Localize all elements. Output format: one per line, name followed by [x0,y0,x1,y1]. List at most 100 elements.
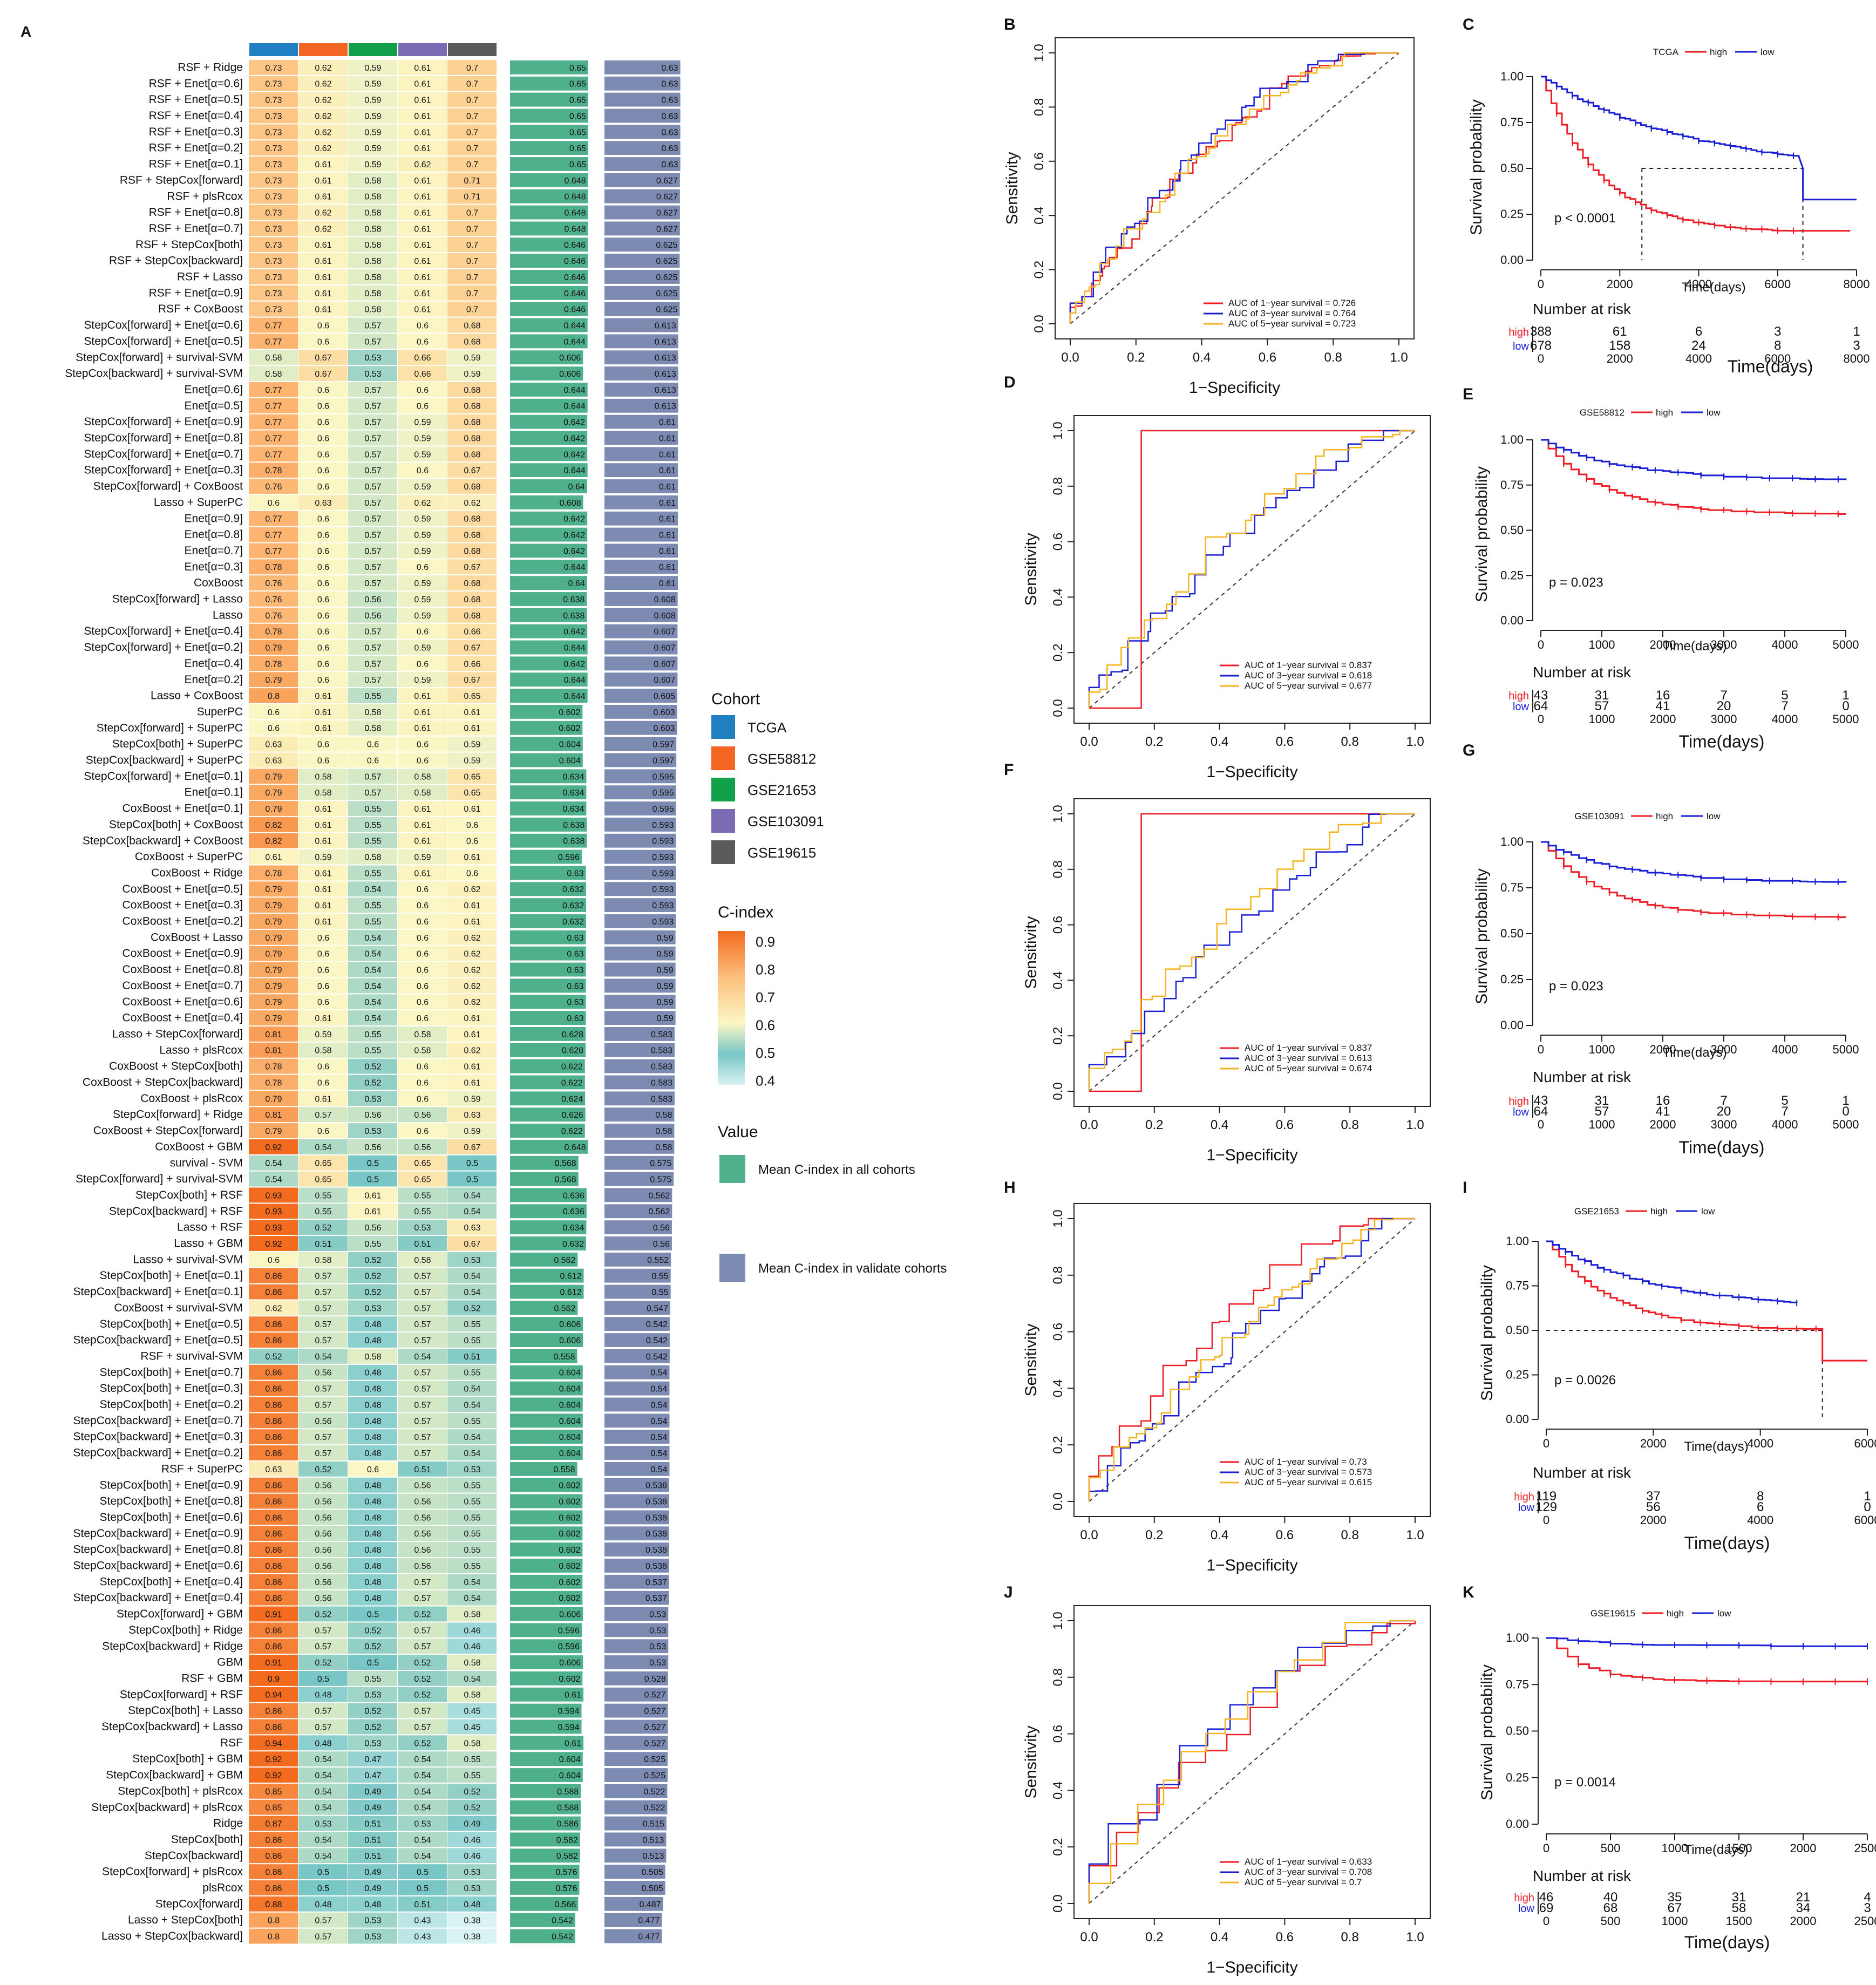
km-risk-high-value: 31 [1595,1093,1609,1108]
heatmap-cell-value: 0.62 [315,80,331,89]
heatmap-cell-value: 0.54 [464,1433,480,1442]
heatmap-cell [348,1220,397,1235]
bar-mean-all-value: 0.644 [564,466,586,475]
roc-legend-label: AUC of 3−year survival = 0.764 [1228,308,1356,318]
km-x-tick-label: 8000 [1844,277,1870,291]
bar-mean-all [510,946,586,961]
heatmap-cell-value: 0.68 [464,595,480,604]
km-risk-high-label: high [1508,327,1529,338]
bar-mean-validate-value: 0.61 [659,466,676,475]
heatmap-cell [398,1510,447,1525]
roc-xlabel: 1−Specificity [1206,1959,1297,1976]
bar-mean-all-value: 0.646 [564,305,586,315]
heatmap-cell [447,1751,497,1767]
bar-mean-validate [604,189,680,203]
model-label: StepCox[both] + GBM [132,1753,243,1765]
heatmap-cell [348,898,397,913]
x-tick-label: 1.0 [1390,350,1408,365]
bar-mean-validate [604,1896,663,1911]
roc-legend-label: AUC of 3−year survival = 0.618 [1245,670,1372,681]
heatmap-cell [348,752,397,768]
bar-mean-all-value: 0.606 [559,370,581,379]
heatmap-cell [348,849,397,865]
heatmap-cell [348,285,397,301]
bar-mean-all [510,479,587,493]
heatmap-cell [447,1493,497,1509]
model-label: RSF + Lasso [177,271,243,283]
x-tick-label: 0.8 [1341,1930,1359,1945]
heatmap-cell [249,1928,298,1944]
y-tick-label: 0.0 [1051,699,1065,717]
heatmap-cell [249,720,298,736]
bar-mean-all [510,801,587,815]
km-risk-high-value: 16 [1656,1093,1670,1108]
heatmap-cell [249,140,298,156]
model-label: StepCox[backward] + plsRcox [91,1801,243,1813]
heatmap-cell [249,656,298,671]
heatmap-cell [298,1510,348,1525]
heatmap-cell [249,463,298,478]
heatmap-cell [348,736,397,752]
bar-mean-all-value: 0.604 [559,756,581,765]
km-risk-low-value: 57 [1595,699,1609,713]
heatmap-cell [249,688,298,703]
bar-mean-validate [604,1526,670,1541]
heatmap-cell [447,1252,497,1267]
heatmap-cell [348,1477,397,1493]
heatmap-cell-value: 0.68 [464,418,480,427]
heatmap-cell-value: 0.57 [315,1304,331,1313]
heatmap-cell [447,1204,497,1219]
heatmap-cell [447,253,497,269]
model-label: Lasso + GBM [174,1238,243,1250]
heatmap-cell-value: 0.86 [265,1481,282,1491]
heatmap-cell-value: 0.65 [414,1159,431,1168]
heatmap-cell-value: 0.57 [414,1417,431,1426]
km-y-tick-label: 0.00 [1506,1817,1529,1831]
heatmap-cell [348,350,397,365]
bar-mean-all [510,1333,583,1347]
bar-mean-validate-value: 0.513 [642,1836,664,1845]
bar-mean-all-value: 0.63 [567,998,583,1007]
bar-mean-all-value: 0.628 [562,1046,583,1056]
bar-mean-all [510,898,586,913]
bar-mean-all-value: 0.642 [563,660,585,669]
bar-mean-all [510,1590,583,1605]
heatmap-cell-value: 0.81 [265,1046,282,1056]
km-risk-x-tick-label: 2000 [1607,352,1633,365]
bar-mean-all-value: 0.602 [559,1498,580,1507]
heatmap-cell-value: 0.86 [265,1513,282,1522]
bar-mean-all-value: 0.576 [555,1884,577,1893]
heatmap-cell-value: 0.58 [464,1691,480,1700]
bar-mean-validate [604,1301,671,1315]
bar-mean-all-value: 0.634 [562,772,584,781]
heatmap-cell [447,881,497,897]
bar-mean-all [510,1494,583,1508]
heatmap-cell [298,1027,348,1042]
heatmap-cell [348,1413,397,1429]
heatmap-cell-value: 0.59 [414,434,431,443]
heatmap-cell [398,124,447,140]
heatmap-cell [447,1864,497,1880]
bar-mean-validate-value: 0.63 [661,80,678,89]
km-risk-x-tick-label: 5000 [1833,712,1859,726]
model-label: StepCox[backward] + Enet[α=0.9] [73,1527,243,1540]
heatmap-cell-value: 0.6 [417,901,429,910]
bar-mean-all [510,1155,579,1170]
km-x-tick-label: 500 [1601,1841,1621,1855]
heatmap-cell [298,1639,348,1654]
bar-mean-all-value: 0.596 [558,1642,580,1651]
heatmap-cell-value: 0.6 [317,1127,329,1136]
heatmap-cell [348,1236,397,1251]
bar-mean-validate [604,962,676,977]
model-label: StepCox[forward] [155,1898,243,1910]
bar-mean-validate-value: 0.538 [645,1529,667,1539]
heatmap-cell-value: 0.57 [315,1707,331,1716]
km-risk-high-value: 31 [1732,1890,1746,1905]
heatmap-cell-value: 0.48 [364,1578,381,1587]
heatmap-cell [398,1542,447,1558]
heatmap-cell [348,1268,397,1283]
heatmap-cell [249,221,298,236]
heatmap-cell-value: 0.51 [464,1352,480,1362]
heatmap-cell-value: 0.78 [265,628,282,637]
